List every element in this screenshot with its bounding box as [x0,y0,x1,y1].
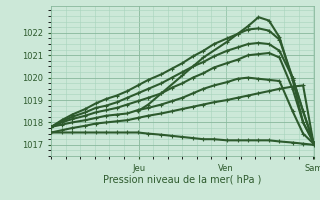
X-axis label: Pression niveau de la mer( hPa ): Pression niveau de la mer( hPa ) [103,174,261,184]
